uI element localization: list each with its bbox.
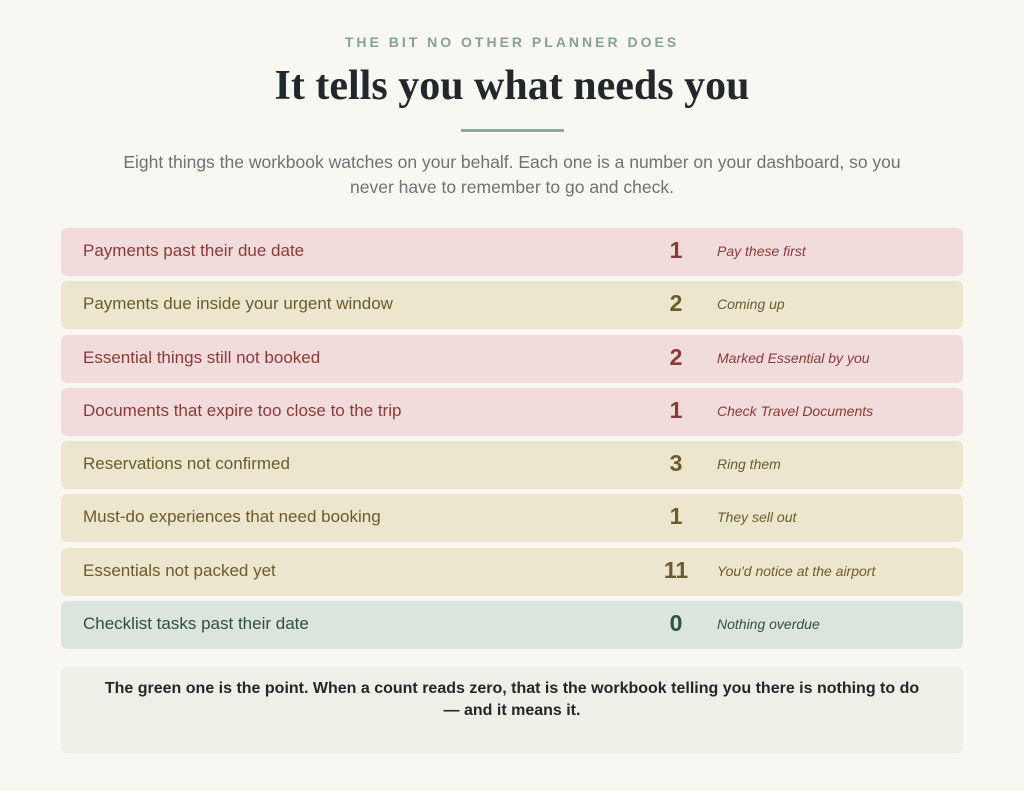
row-note: Ring them (717, 456, 781, 473)
watch-row: Essentials not packed yet 11 You'd notice … (61, 547, 963, 596)
footer-box: The green one is the point. When a count… (61, 667, 963, 753)
row-note: Nothing overdue (717, 616, 820, 633)
row-note: Marked Essential by you (717, 349, 870, 366)
watch-row: Essential things still not booked 2 Marked… (61, 334, 963, 383)
row-label: Checklist tasks past their date (83, 614, 309, 634)
row-count: 3 (669, 450, 683, 477)
row-count: 1 (669, 237, 683, 263)
watch-row: Documents that expire too close to the t… (61, 387, 963, 436)
eyebrow: THE BIT NO OTHER PLANNER DOES (344, 34, 680, 50)
watch-row: Reservations not confirmed 3 Ring them (61, 441, 963, 490)
row-note: They sell out (717, 509, 797, 526)
row-label: Essentials not packed yet (83, 560, 276, 580)
title: It tells you what needs you (274, 63, 750, 109)
row-label: Documents that expire too close to the t… (83, 400, 402, 420)
row-note: Check Travel Documents (717, 402, 874, 419)
intro: Eight things the workbook watches on you… (123, 152, 901, 197)
row-note: You'd notice at the airport (717, 562, 876, 579)
row-count: 11 (663, 556, 689, 583)
row-count: 2 (669, 343, 683, 370)
row-count: 2 (669, 290, 683, 317)
row-count: 1 (669, 503, 683, 530)
row-label: Payments past their due date (83, 241, 305, 260)
watch-row: Must-do experiences that need booking 1 Th… (61, 494, 963, 543)
watch-row: Payments due inside your urgent window 2 C… (61, 281, 963, 330)
divider (461, 129, 564, 132)
row-label: Must-do experiences that need booking (83, 507, 381, 527)
row-count: 1 (669, 396, 683, 423)
row-label: Essential things still not booked (83, 347, 321, 367)
row-count: 0 (669, 610, 683, 637)
row-label: Payments due inside your urgent window (83, 294, 393, 314)
watch-list: Payments past their due date 1 Pay these f… (61, 228, 963, 654)
watch-row: Payments past their due date 1 Pay these f… (61, 228, 963, 276)
row-label: Reservations not confirmed (83, 454, 290, 474)
watch-row: Checklist tasks past their date 0 Nothing … (61, 601, 963, 650)
row-note: Pay these first (717, 243, 806, 259)
footer-note: The green one is the point. When a count… (104, 680, 920, 719)
row-note: Coming up (717, 296, 785, 313)
